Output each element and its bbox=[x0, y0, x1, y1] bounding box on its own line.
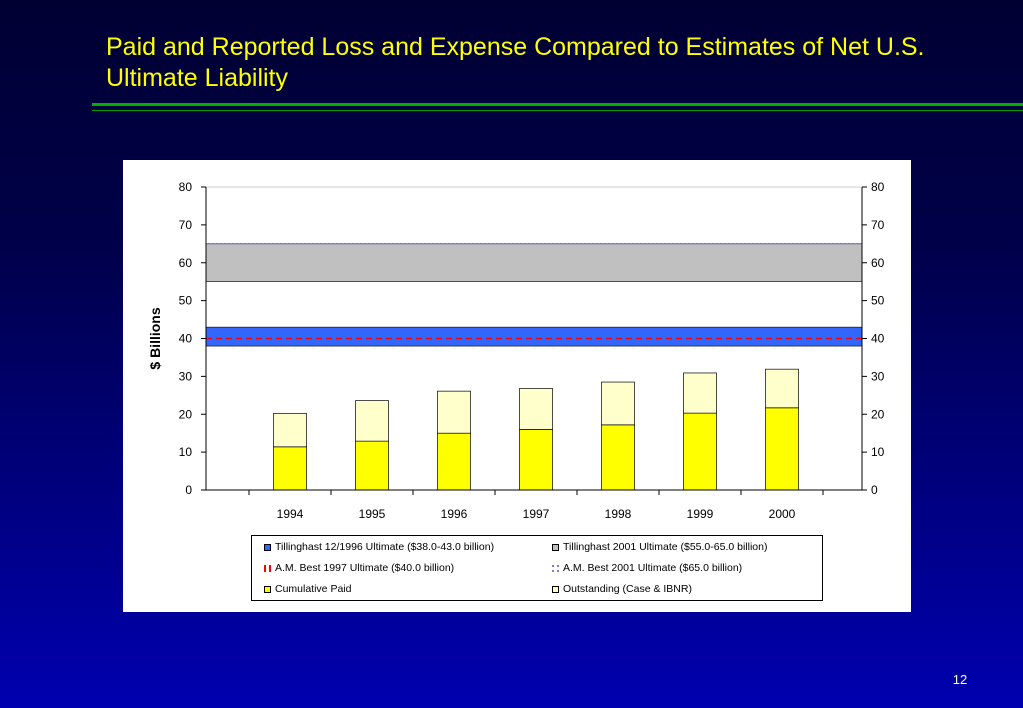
legend-item-am-best-2001: A.M. Best 2001 Ultimate ($65.0 billion) bbox=[552, 562, 742, 574]
legend-label-am-best-2001: A.M. Best 2001 Ultimate ($65.0 billion) bbox=[563, 562, 743, 574]
legend-label-tillinghast-1996: Tillinghast 12/1996 Ultimate ($38.0-43.0… bbox=[275, 541, 495, 553]
x-tick-label-1996: 1996 bbox=[441, 507, 468, 521]
slide-title: Paid and Reported Loss and Expense Compa… bbox=[106, 33, 925, 92]
x-tick-label-1994: 1994 bbox=[277, 507, 304, 521]
y-tick-label-right-10: 10 bbox=[871, 445, 885, 459]
bar-paid-1995 bbox=[355, 440, 389, 491]
y-tick-label-left-20: 20 bbox=[179, 407, 193, 421]
legend-swatch-am-best-1997 bbox=[264, 564, 271, 572]
bar-outstanding-1996 bbox=[437, 390, 471, 434]
bar-outstanding-1994 bbox=[273, 413, 307, 448]
chart-panel: 1994 1995 1996 1997 1998 1999 2000 0 0 10 10 20 20 30… bbox=[123, 160, 911, 612]
y-tick-label-left-10: 10 bbox=[179, 445, 193, 459]
page-number: 12 bbox=[952, 672, 968, 687]
x-tick-label-2000: 2000 bbox=[769, 507, 796, 521]
legend-label-cumulative-paid: Cumulative Paid bbox=[275, 583, 352, 595]
bar-paid-2000 bbox=[765, 407, 799, 491]
legend-item-am-best-1997: A.M. Best 1997 Ultimate ($40.0 billion) bbox=[264, 562, 454, 574]
y-tick-label-right-80: 80 bbox=[871, 180, 885, 194]
x-tick-label-1995: 1995 bbox=[359, 507, 386, 521]
y-tick-label-left-0: 0 bbox=[185, 483, 192, 497]
y-tick-label-right-50: 50 bbox=[871, 294, 885, 308]
y-tick-label-right-70: 70 bbox=[871, 218, 885, 232]
chart-svg: 1994 1995 1996 1997 1998 1999 2000 0 0 10 10 20 20 30… bbox=[147, 180, 885, 521]
legend-item-cumulative-paid: Cumulative Paid bbox=[264, 583, 351, 595]
legend-item-tillinghast-1996: Tillinghast 12/1996 Ultimate ($38.0-43.0… bbox=[264, 541, 494, 553]
y-tick-label-right-40: 40 bbox=[871, 332, 885, 346]
chart-legend: Tillinghast 12/1996 Ultimate ($38.0-43.0… bbox=[251, 535, 823, 601]
y-tick-label-left-80: 80 bbox=[179, 180, 193, 194]
legend-swatch-tillinghast-1996 bbox=[264, 543, 271, 551]
y-axis-label: $ Billions bbox=[147, 307, 163, 369]
x-tick-label-1998: 1998 bbox=[605, 507, 632, 521]
y-tick-label-left-40: 40 bbox=[179, 332, 193, 346]
y-tick-label-right-0: 0 bbox=[871, 483, 878, 497]
bar-paid-1997 bbox=[519, 429, 553, 491]
legend-swatch-cumulative-paid bbox=[264, 585, 271, 593]
bar-outstanding-1999 bbox=[683, 372, 717, 414]
x-tick-label-1997: 1997 bbox=[523, 507, 550, 521]
bar-outstanding-2000 bbox=[765, 368, 799, 409]
bar-paid-1994 bbox=[273, 446, 307, 491]
y-tick-label-left-30: 30 bbox=[179, 369, 193, 383]
y-tick-label-right-60: 60 bbox=[871, 256, 885, 270]
legend-item-tillinghast-2001: Tillinghast 2001 Ultimate ($55.0-65.0 bi… bbox=[552, 541, 767, 553]
legend-item-outstanding: Outstanding (Case & IBNR) bbox=[552, 583, 692, 595]
y-tick-label-left-70: 70 bbox=[179, 218, 193, 232]
legend-label-tillinghast-2001: Tillinghast 2001 Ultimate ($55.0-65.0 bi… bbox=[563, 541, 768, 553]
band-tillinghast-2001 bbox=[205, 243, 863, 282]
bar-paid-1998 bbox=[601, 424, 635, 491]
bar-outstanding-1997 bbox=[519, 388, 553, 430]
y-tick-label-right-30: 30 bbox=[871, 369, 885, 383]
bar-paid-1999 bbox=[683, 412, 717, 491]
title-rule-thick bbox=[92, 103, 1023, 106]
legend-swatch-tillinghast-2001 bbox=[552, 543, 559, 551]
bar-outstanding-1998 bbox=[601, 381, 635, 426]
legend-label-am-best-1997: A.M. Best 1997 Ultimate ($40.0 billion) bbox=[275, 562, 455, 574]
y-tick-label-left-60: 60 bbox=[179, 256, 193, 270]
x-tick-label-1999: 1999 bbox=[687, 507, 714, 521]
band-tillinghast-1996 bbox=[205, 326, 863, 347]
legend-swatch-am-best-2001 bbox=[552, 564, 559, 572]
legend-label-outstanding: Outstanding (Case & IBNR) bbox=[563, 583, 692, 595]
legend-swatch-outstanding bbox=[552, 585, 559, 593]
bar-outstanding-1995 bbox=[355, 400, 389, 442]
bar-paid-1996 bbox=[437, 432, 471, 491]
y-tick-label-left-50: 50 bbox=[179, 294, 193, 308]
title-rule-thin bbox=[92, 110, 1023, 111]
y-tick-label-right-20: 20 bbox=[871, 407, 885, 421]
